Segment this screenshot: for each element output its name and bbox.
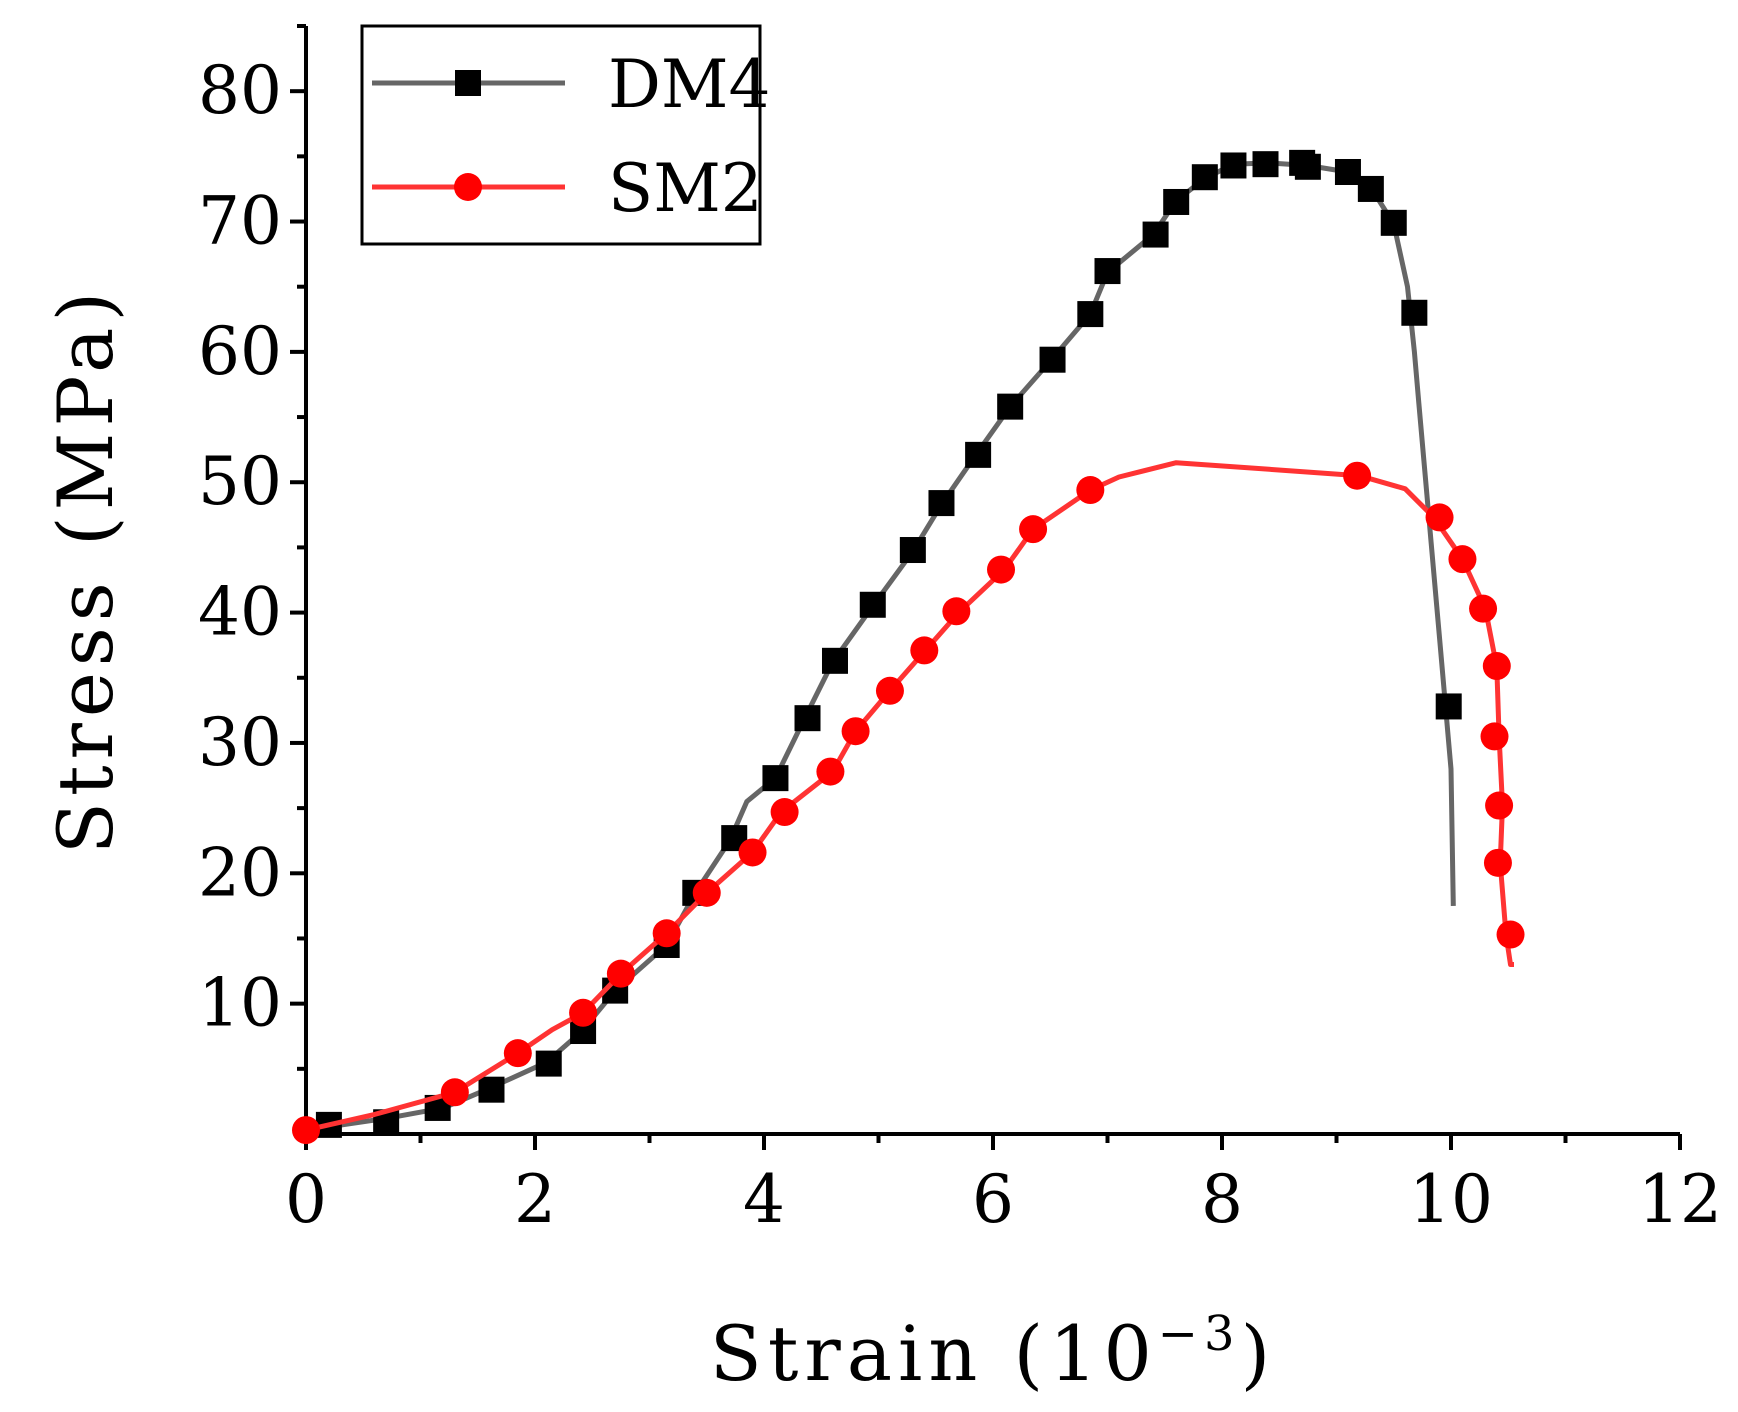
y-tick-label: 10 — [198, 965, 282, 1042]
x-tick-label: 6 — [972, 1161, 1014, 1238]
data-point — [770, 798, 799, 827]
data-point — [1480, 722, 1509, 751]
y-tick-label: 80 — [198, 52, 282, 129]
data-point — [1252, 151, 1279, 178]
data-point — [987, 555, 1016, 584]
x-tick-label: 4 — [743, 1161, 785, 1238]
data-point — [1380, 209, 1407, 236]
data-point — [1496, 920, 1525, 949]
x-ticks: 0 2 4 6 8 10 12 — [285, 1134, 1722, 1238]
data-point — [762, 765, 789, 792]
data-point — [1357, 175, 1384, 202]
y-tick-label: 70 — [198, 183, 282, 260]
data-point — [910, 636, 939, 665]
data-point — [1077, 301, 1104, 328]
data-point — [1334, 158, 1361, 185]
legend: DM4 SM2 — [360, 24, 771, 246]
data-point — [1343, 461, 1372, 490]
data-point — [652, 919, 681, 948]
data-point — [942, 597, 971, 626]
x-tick-label: 2 — [514, 1161, 556, 1238]
x-tick-label: 12 — [1638, 1161, 1722, 1238]
y-tick-label: 40 — [198, 574, 282, 651]
x-tick-label: 8 — [1201, 1161, 1243, 1238]
x-tick-label: 0 — [285, 1161, 327, 1238]
data-point — [503, 1039, 532, 1068]
legend-dm4-marker — [455, 70, 481, 96]
data-point — [1163, 188, 1190, 215]
y-tick-label: 20 — [198, 834, 282, 911]
data-point — [1482, 652, 1511, 681]
data-point — [1220, 152, 1247, 179]
data-point — [1019, 515, 1048, 544]
y-axis-title: Stress (MPa) — [41, 286, 130, 854]
data-point — [1294, 153, 1321, 180]
series-sm2 — [292, 460, 1525, 1145]
legend-box — [360, 24, 762, 246]
x-axis-title: Strain (10−3) — [710, 1306, 1276, 1398]
data-point — [928, 490, 955, 517]
legend-sm2-label: SM2 — [608, 150, 763, 227]
data-point — [1142, 221, 1169, 248]
data-point — [1485, 791, 1514, 820]
y-tick-label: 50 — [198, 443, 282, 520]
data-point — [1039, 346, 1066, 373]
series-dm4 — [305, 149, 1462, 1138]
data-point — [738, 838, 767, 867]
data-point — [1401, 299, 1428, 326]
series-line-dm4 — [305, 160, 1456, 1133]
data-point — [1094, 258, 1121, 285]
data-point — [899, 537, 926, 564]
x-axis-title-close: ) — [1241, 1309, 1277, 1398]
data-point — [1483, 848, 1512, 877]
data-point — [1076, 476, 1105, 505]
data-point — [569, 998, 598, 1027]
data-point — [478, 1076, 505, 1103]
data-point — [292, 1116, 320, 1145]
data-point — [535, 1050, 562, 1077]
data-point — [1469, 594, 1498, 623]
data-point — [965, 441, 992, 468]
data-point — [859, 591, 886, 618]
data-point — [875, 676, 904, 705]
data-point — [997, 393, 1024, 420]
data-point — [1191, 164, 1218, 191]
y-tick-label: 30 — [198, 704, 282, 781]
y-ticks: 10 20 30 40 50 60 70 80 — [198, 24, 306, 1071]
data-point — [1448, 545, 1477, 574]
x-axis-title-main: Strain (10 — [710, 1309, 1158, 1398]
data-point — [440, 1078, 469, 1107]
data-point — [692, 878, 721, 907]
y-tick-label: 60 — [198, 313, 282, 390]
legend-dm4-label: DM4 — [608, 46, 771, 123]
data-point — [606, 959, 635, 988]
series-layer — [292, 149, 1525, 1145]
x-axis-title-exponent: −3 — [1158, 1306, 1241, 1362]
data-point — [821, 647, 848, 674]
data-point — [816, 757, 845, 786]
data-point — [794, 705, 821, 732]
legend-sm2-marker — [454, 173, 482, 201]
x-tick-label: 10 — [1409, 1161, 1493, 1238]
data-point — [1435, 693, 1462, 720]
data-point — [841, 717, 870, 746]
data-point — [1425, 503, 1454, 532]
